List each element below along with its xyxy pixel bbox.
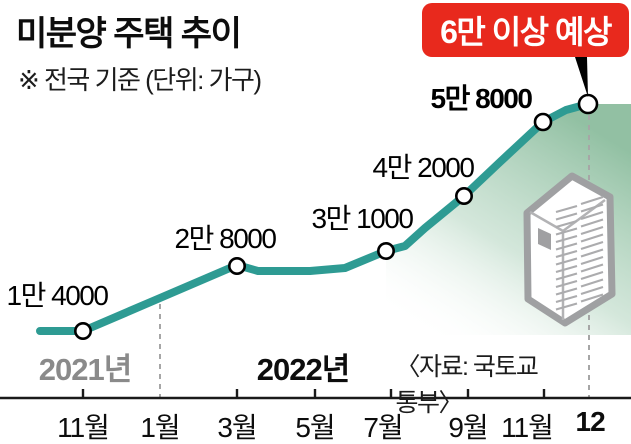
x-tick-label-nov2022: 11월 xyxy=(501,412,554,443)
ac-unit-icon xyxy=(523,172,616,327)
x-tick-label-sep: 9월 xyxy=(448,412,488,443)
marker-2022-12-projected xyxy=(577,93,599,115)
marker-2022-03 xyxy=(228,256,247,275)
page-title: 미분양 주택 추이 xyxy=(16,15,242,53)
source-credit: 〈자료: 국토교통부〉 xyxy=(395,353,539,417)
data-point-markers xyxy=(74,93,599,340)
x-tick-label-may: 5월 xyxy=(295,412,335,443)
x-tick-label-jul: 7월 xyxy=(363,412,403,443)
data-label-58000: 5만 8000 xyxy=(430,83,533,114)
chart-unit-note: ※ 전국 기준 (단위: 가구) xyxy=(18,65,262,95)
data-label-14000: 1만 4000 xyxy=(6,280,109,311)
ac-vents xyxy=(555,195,604,311)
ac-control-panel xyxy=(538,228,551,250)
x-tick-label-nov2021: 11월 xyxy=(57,412,110,443)
x-tick-label-mar: 3월 xyxy=(217,412,257,443)
marker-2021-11 xyxy=(74,321,93,340)
data-label-28000: 2만 8000 xyxy=(174,223,277,254)
data-label-31000: 3만 1000 xyxy=(311,203,414,234)
year-label-2021: 2021년 xyxy=(38,352,132,387)
badge-pointer xyxy=(575,57,588,97)
marker-2022-09 xyxy=(454,187,473,206)
x-tick-label-jan: 1월 xyxy=(140,412,180,443)
x-tick-label-dec: 12월 xyxy=(575,406,606,437)
marker-2022-11 xyxy=(533,112,553,132)
data-label-42000: 4만 2000 xyxy=(372,152,475,183)
x-axis-ticks xyxy=(81,389,546,397)
projection-badge: 6만 이상 예상 xyxy=(422,3,629,57)
year-label-2022: 2022년 xyxy=(256,352,350,387)
marker-2022-07 xyxy=(376,242,395,261)
